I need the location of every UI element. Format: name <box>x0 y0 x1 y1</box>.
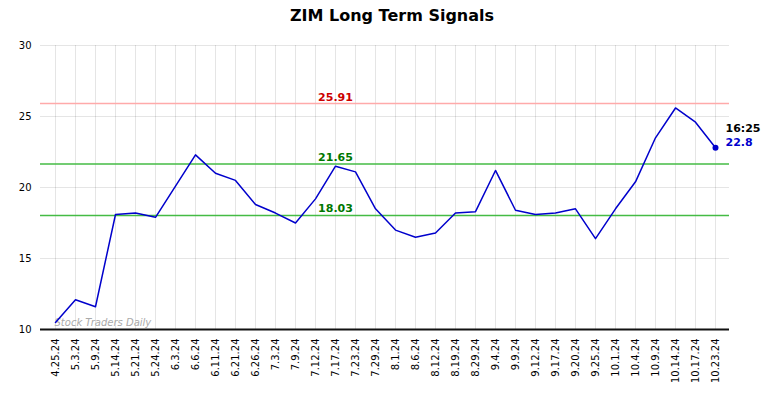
svg-text:8.12.24: 8.12.24 <box>430 339 441 377</box>
svg-text:7.29.24: 7.29.24 <box>370 339 381 377</box>
svg-text:10: 10 <box>19 324 32 335</box>
svg-text:6.21.24: 6.21.24 <box>230 339 241 377</box>
html-text:ZIM Long Term Signals: ZIM Long Term Signals <box>290 6 494 25</box>
svg-text:25.91: 25.91 <box>318 91 353 104</box>
svg-text:7.3.24: 7.3.24 <box>270 339 281 371</box>
svg-text:7.12.24: 7.12.24 <box>310 339 321 377</box>
svg-text:9.9.24: 9.9.24 <box>510 339 521 371</box>
svg-text:8.1.24: 8.1.24 <box>390 339 401 371</box>
svg-text:7.17.24: 7.17.24 <box>330 339 341 377</box>
svg-text:9.17.24: 9.17.24 <box>550 339 561 377</box>
svg-text:5.24.24: 5.24.24 <box>150 339 161 377</box>
svg-text:30: 30 <box>19 40 32 51</box>
svg-text:6.11.24: 6.11.24 <box>210 339 221 377</box>
svg-text:8.29.24: 8.29.24 <box>470 339 481 377</box>
svg-text:7.23.24: 7.23.24 <box>350 339 361 377</box>
svg-text:9.12.24: 9.12.24 <box>530 339 541 377</box>
svg-text:16:25: 16:25 <box>726 122 761 135</box>
svg-text:10.1.24: 10.1.24 <box>610 339 621 377</box>
svg-text:9.20.24: 9.20.24 <box>570 339 581 377</box>
svg-text:10.9.24: 10.9.24 <box>650 339 661 377</box>
svg-text:21.65: 21.65 <box>318 151 353 164</box>
svg-text:20: 20 <box>19 182 32 193</box>
svg-text:15: 15 <box>19 253 32 264</box>
svg-text:6.26.24: 6.26.24 <box>250 339 261 377</box>
svg-text:6.3.24: 6.3.24 <box>170 339 181 371</box>
svg-text:10.17.24: 10.17.24 <box>690 339 701 384</box>
svg-text:10.14.24: 10.14.24 <box>670 339 681 384</box>
svg-text:25: 25 <box>19 111 32 122</box>
svg-text:6.6.24: 6.6.24 <box>190 339 201 371</box>
svg-text:4.25.24: 4.25.24 <box>50 339 61 377</box>
svg-text:7.9.24: 7.9.24 <box>290 339 301 371</box>
svg-text:10.23.24: 10.23.24 <box>710 339 721 384</box>
svg-text:8.19.24: 8.19.24 <box>450 339 461 377</box>
svg-text:22.8: 22.8 <box>726 136 753 149</box>
svg-text:9.25.24: 9.25.24 <box>590 339 601 377</box>
svg-text:8.6.24: 8.6.24 <box>410 339 421 371</box>
svg-text:10.4.24: 10.4.24 <box>630 339 641 377</box>
svg-text:9.4.24: 9.4.24 <box>490 339 501 371</box>
svg-text:18.03: 18.03 <box>318 202 353 215</box>
svg-text:5.3.24: 5.3.24 <box>70 339 81 371</box>
svg-text:5.21.24: 5.21.24 <box>130 339 141 377</box>
svg-text:5.9.24: 5.9.24 <box>90 339 101 371</box>
svg-text:Stock Traders Daily: Stock Traders Daily <box>55 317 153 328</box>
svg-text:5.14.24: 5.14.24 <box>110 339 121 377</box>
